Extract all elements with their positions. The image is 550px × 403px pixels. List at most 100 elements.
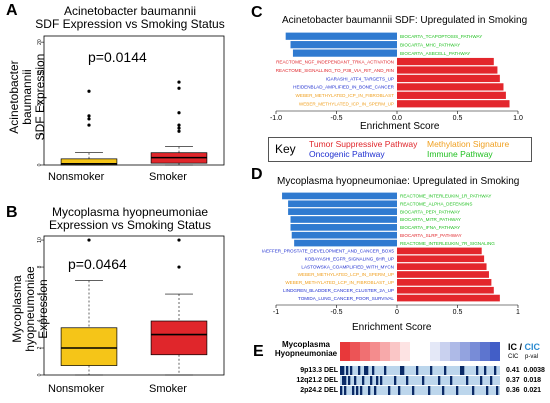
panel-a-title: Acinetobacter baumannii SDF Expression v… bbox=[30, 5, 230, 31]
cnv-hit bbox=[428, 386, 431, 395]
heat-cell bbox=[400, 342, 403, 361]
bar-label: WEBER_METHYLATED_ICP_IN_FIBROBLAST bbox=[296, 93, 395, 98]
bar bbox=[397, 294, 500, 302]
heat-cell bbox=[384, 342, 387, 361]
bar-label: LINDGREN_BLADDER_CANCER_CLUSTER_2A_UP bbox=[283, 288, 394, 293]
heat-cell bbox=[416, 342, 419, 361]
bar bbox=[290, 224, 397, 231]
outlier-point bbox=[177, 123, 181, 127]
heat-cell bbox=[460, 342, 463, 361]
cnv-hit bbox=[374, 386, 377, 395]
cnv-hit bbox=[346, 366, 349, 375]
bar bbox=[397, 247, 482, 255]
box-nonsmoker bbox=[60, 327, 118, 366]
panel-e-header-ic: IC bbox=[508, 342, 517, 352]
panel-e-heat-label-line2: Hyopneumoniae bbox=[274, 349, 338, 358]
panel-a-title-line2: SDF Expression vs Smoking Status bbox=[35, 17, 225, 31]
outlier-point bbox=[177, 80, 181, 84]
heat-cell bbox=[340, 342, 343, 361]
cnv-hit bbox=[444, 366, 447, 375]
y-tick-label: 15 bbox=[37, 70, 43, 76]
y-tick-label: 10 bbox=[37, 237, 43, 243]
bar-label: REACTOME_INTERLEUKIN_1R_PATHWAY bbox=[400, 194, 491, 199]
heat-cell bbox=[420, 342, 423, 361]
y-tick-label: 2 bbox=[37, 346, 43, 349]
panel-a-title-line1: Acinetobacter baumannii bbox=[63, 4, 197, 18]
heat-cell bbox=[404, 342, 407, 361]
plot-frame bbox=[43, 35, 225, 166]
heat-cell bbox=[406, 342, 409, 361]
bar-label: REACTOME_NGF_INDEPENDANT_TRKA_ACTIVATION bbox=[276, 59, 394, 64]
x-tick-label: -1 bbox=[273, 309, 279, 316]
panel-a-pvalue: p=0.0144 bbox=[88, 49, 147, 65]
cnv-hit bbox=[354, 376, 357, 385]
x-tick-label: 0.5 bbox=[453, 309, 463, 316]
bar bbox=[290, 216, 397, 223]
outlier-point bbox=[87, 114, 91, 118]
cnv-hit bbox=[480, 376, 483, 385]
heat-cell bbox=[468, 342, 471, 361]
panel-d-title: Mycoplasma hyopneumoniae: Upregulated in… bbox=[277, 176, 520, 187]
panel-e-heatmap bbox=[340, 342, 500, 395]
cnv-hit bbox=[366, 366, 369, 375]
outlier-point bbox=[87, 123, 91, 127]
heat-cell bbox=[444, 342, 447, 361]
panel-a-boxplot: 0 5 10 15 20 bbox=[37, 35, 225, 166]
bar-label: REACTOME_ALPHA_DEFENSINS bbox=[400, 202, 472, 207]
heat-cell bbox=[438, 342, 441, 361]
panel-a-xcat-nonsmoker: Nonsmoker bbox=[48, 171, 105, 183]
heat-cell bbox=[376, 342, 379, 361]
panel-e-subheader: CIC p-val bbox=[508, 354, 538, 360]
y-tick-label: 4 bbox=[37, 319, 43, 322]
heat-cell bbox=[398, 342, 401, 361]
heat-cell bbox=[380, 342, 383, 361]
heat-cell bbox=[412, 342, 415, 361]
cnv-hit bbox=[438, 376, 441, 385]
heat-cell bbox=[388, 342, 391, 361]
cnv-hit bbox=[456, 386, 459, 395]
panel-e-header: IC / CIC bbox=[508, 342, 540, 352]
bar bbox=[397, 255, 485, 263]
cnv-hit bbox=[384, 366, 387, 375]
bar-label: BIOCARTA_IFNA_PATHWAY bbox=[400, 225, 460, 230]
cnv-row-bg bbox=[340, 376, 500, 385]
y-tick-label: 20 bbox=[37, 39, 43, 45]
cnv-hit bbox=[362, 376, 365, 385]
cnv-hit bbox=[340, 366, 343, 375]
outlier-point bbox=[177, 126, 181, 130]
panel-d-letter: D bbox=[251, 166, 263, 183]
panel-c-xlabel: Enrichment Score bbox=[360, 121, 440, 132]
cnv-hit bbox=[486, 386, 489, 395]
cnv-hit bbox=[364, 366, 367, 375]
x-tick-label: -0.5 bbox=[330, 309, 342, 316]
panel-e-letter: E bbox=[253, 343, 264, 360]
outlier-point bbox=[87, 117, 91, 121]
panel-c-title: Acinetobacter baumannii SDF: Upregulated… bbox=[282, 15, 528, 26]
bar bbox=[290, 41, 397, 49]
panel-b-letter: B bbox=[6, 204, 18, 221]
cnv-hit bbox=[430, 366, 433, 375]
outlier-point bbox=[177, 86, 181, 90]
panel-a-letter: A bbox=[6, 2, 18, 19]
bar bbox=[285, 32, 397, 40]
bar-label: WEBER_METHYLATED_ICP_IN_SPERM_UP bbox=[299, 102, 394, 107]
cnv-hit bbox=[368, 386, 371, 395]
bar-label: WEBER_METHYLATED_LCP_IN_FIBROBLAST_UP bbox=[285, 280, 394, 285]
panel-e-row-label: 9p13.3 DEL bbox=[300, 367, 338, 374]
panel-b-xcat-nonsmoker: Nonsmoker bbox=[48, 383, 105, 395]
cnv-hit bbox=[342, 366, 345, 375]
heat-cell bbox=[360, 342, 363, 361]
heat-cell bbox=[352, 342, 355, 361]
panel-e-pval: 0.021 bbox=[523, 387, 542, 394]
bar bbox=[397, 74, 500, 83]
outlier-point bbox=[177, 265, 181, 269]
panel-b-pvalue: p=0.0464 bbox=[68, 256, 127, 272]
heat-cell bbox=[414, 342, 417, 361]
x-tick-label: -0.5 bbox=[330, 115, 342, 122]
bar-label: BIOCARTA_MHC_PATHWAY bbox=[400, 43, 460, 48]
panel-e-stat-row: 0.37 0.018 bbox=[506, 376, 545, 386]
panel-c-barchart: BIOCARTA_TCAPOPTOSIS_PATHWAY BIOCARTA_MHC… bbox=[270, 32, 523, 122]
y-tick-label: 0 bbox=[37, 163, 43, 166]
cnv-hit bbox=[398, 386, 401, 395]
y-tick-label: 5 bbox=[37, 133, 43, 136]
